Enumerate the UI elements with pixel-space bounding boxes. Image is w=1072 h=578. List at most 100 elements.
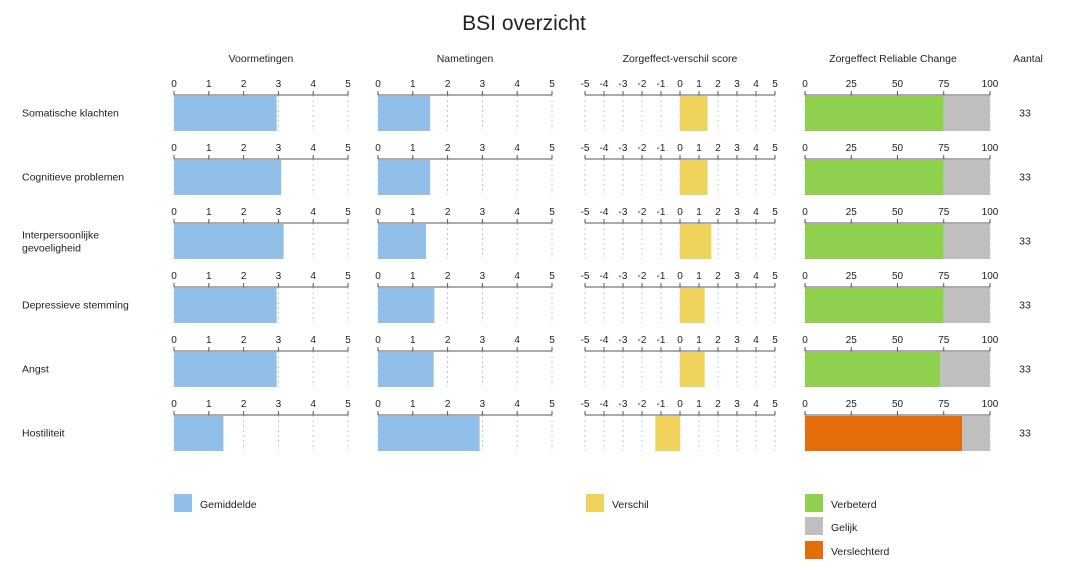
tick-label: 4 [514,399,520,410]
tick-label: 4 [753,335,759,346]
count-label: 33 [1019,428,1031,440]
tick-label: -5 [581,335,590,346]
tick-label: 4 [310,335,316,346]
tick-label: 3 [734,271,740,282]
tick-label: 5 [549,207,555,218]
tick-label: 5 [772,207,778,218]
tick-label: 5 [772,335,778,346]
tick-label: -5 [581,207,590,218]
bar-diff-score [680,96,708,131]
tick-label: 4 [310,79,316,90]
legend-swatch-diff [586,494,604,512]
bar-pre-mean [174,352,277,387]
bar-diff-score [655,416,680,451]
tick-label: -3 [619,79,628,90]
tick-label: 4 [310,399,316,410]
tick-label: 0 [802,207,808,218]
row-label: Somatische klachten [22,108,119,120]
tick-label: 100 [982,271,999,282]
tick-label: 5 [549,79,555,90]
legend-swatch-improved [805,494,823,512]
tick-label: 2 [241,79,247,90]
row-label: Interpersoonlijke [22,230,99,242]
tick-label: 1 [696,335,702,346]
tick-label: -4 [600,399,609,410]
tick-label: 4 [753,271,759,282]
tick-label: -4 [600,335,609,346]
tick-label: 4 [753,79,759,90]
tick-label: 0 [802,143,808,154]
row-label: Hostiliteit [22,428,65,440]
tick-label: -2 [638,143,647,154]
tick-label: 25 [846,399,858,410]
tick-label: 100 [982,207,999,218]
bar-pre-mean [174,224,284,259]
legend-label-worsened: Verslechterd [831,546,890,558]
bar-rc-same [962,416,990,451]
bar-post-mean [378,224,427,259]
tick-label: 2 [715,271,721,282]
tick-label: 3 [734,399,740,410]
tick-label: -1 [657,79,666,90]
tick-label: 75 [938,271,950,282]
legend-swatch-mean [174,494,192,512]
bar-post-mean [378,160,431,195]
tick-label: 3 [480,271,486,282]
tick-label: 0 [375,399,381,410]
tick-label: 3 [276,335,282,346]
tick-label: 3 [276,207,282,218]
legend-label-improved: Verbeterd [831,499,877,511]
bar-post-mean [378,288,435,323]
tick-label: 3 [480,335,486,346]
bar-post-mean [378,96,431,131]
tick-label: 2 [241,143,247,154]
bar-pre-mean [174,160,282,195]
tick-label: 75 [938,143,950,154]
legend-swatch-same [805,517,823,535]
tick-label: 0 [375,207,381,218]
row-label: gevoeligheid [22,243,81,255]
bar-rc-same [943,96,990,131]
bar-rc-same [943,160,990,195]
bar-diff-score [680,352,705,387]
tick-label: 100 [982,143,999,154]
tick-label: 4 [514,79,520,90]
tick-label: 4 [310,271,316,282]
tick-label: 0 [375,143,381,154]
tick-label: 25 [846,143,858,154]
chart-title: BSI overzicht [462,12,586,35]
tick-label: 1 [410,335,416,346]
tick-label: -3 [619,143,628,154]
tick-label: 0 [677,207,683,218]
tick-label: 1 [410,399,416,410]
tick-label: 3 [276,399,282,410]
tick-label: 1 [206,399,212,410]
tick-label: 0 [802,271,808,282]
tick-label: 50 [892,335,904,346]
bar-pre-mean [174,96,277,131]
tick-label: 4 [310,207,316,218]
tick-label: 0 [802,79,808,90]
column-header-rc: Zorgeffect Reliable Change [829,53,957,65]
tick-label: 4 [753,143,759,154]
tick-label: 4 [753,207,759,218]
tick-label: 1 [206,207,212,218]
tick-label: 2 [715,79,721,90]
tick-label: 25 [846,207,858,218]
tick-label: 1 [696,399,702,410]
legend-swatch-worsened [805,541,823,559]
tick-label: -2 [638,271,647,282]
tick-label: 2 [445,79,451,90]
bar-rc-same [943,288,990,323]
tick-label: 3 [734,207,740,218]
tick-label: 25 [846,79,858,90]
tick-label: 0 [677,271,683,282]
bar-rc-same [940,352,990,387]
tick-label: 75 [938,79,950,90]
bar-rc-improved [805,160,944,195]
column-header-count: Aantal [1013,53,1043,65]
tick-label: 1 [206,271,212,282]
bar-rc-improved [805,288,944,323]
tick-label: 100 [982,79,999,90]
